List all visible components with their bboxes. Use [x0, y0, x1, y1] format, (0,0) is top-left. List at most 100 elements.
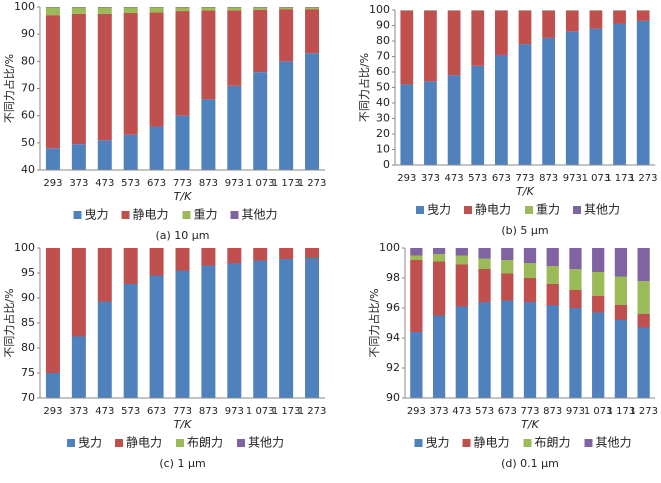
bar-segment: [471, 65, 485, 165]
bar-segment: [494, 10, 508, 55]
x-tick-label: 773: [173, 178, 192, 189]
bar-segment: [175, 115, 190, 170]
bar-segment: [447, 10, 461, 76]
legend-swatch: [462, 439, 471, 447]
bar-segment: [279, 259, 294, 398]
legend-label: 曳力: [85, 208, 109, 222]
bar-segment: [432, 254, 446, 262]
bar-segment: [455, 248, 468, 256]
bar-segment: [614, 276, 628, 305]
caption: (b) 5 μm: [501, 224, 548, 237]
bar-segment: [279, 248, 294, 259]
y-axis-label: 不同力占比/%: [367, 288, 381, 357]
x-tick-label: 473: [452, 406, 471, 417]
bar-segment: [501, 300, 514, 398]
bar-segment: [400, 84, 414, 165]
bar-segment: [175, 248, 190, 271]
legend-label: 其他力: [584, 203, 620, 217]
bar-segment: [123, 12, 138, 135]
bar-segment: [123, 7, 138, 8]
y-tick-label: 90: [386, 391, 400, 404]
x-axis-label: T/K: [174, 418, 192, 431]
bar-segment: [478, 248, 491, 259]
x-tick-label: 673: [498, 406, 517, 417]
legend-label: 曳力: [426, 436, 450, 450]
legend-swatch: [416, 206, 424, 214]
legend-label: 重力: [194, 208, 218, 222]
x-tick-label: 973: [225, 178, 244, 189]
bar-segment: [455, 255, 468, 265]
bar-segment: [45, 7, 60, 16]
bar-segment: [592, 248, 605, 272]
y-tick-label: 94: [386, 331, 400, 344]
x-tick-label: 293: [397, 173, 416, 184]
bar-segment: [201, 265, 216, 398]
y-tick-label: 50: [21, 136, 35, 149]
legend-label: 曳力: [427, 203, 451, 217]
x-tick-label: 1 073: [584, 406, 613, 417]
bar-segment: [97, 248, 112, 302]
x-axis-label: T/K: [174, 190, 192, 203]
bar-segment: [71, 144, 86, 170]
y-axis-label: 不同力占比/%: [2, 288, 16, 357]
bar-segment: [175, 11, 190, 116]
bar-segment: [201, 99, 216, 170]
y-tick-label: 100: [379, 241, 400, 254]
y-tick-label: 70: [21, 82, 35, 95]
bar-segment: [97, 7, 112, 14]
bar-segment: [424, 81, 437, 165]
x-tick-label: 573: [475, 406, 494, 417]
bar-segment: [432, 248, 446, 254]
legend-swatch: [73, 211, 82, 219]
bar-segment: [501, 273, 514, 301]
bar-segment: [546, 248, 559, 266]
bar-segment: [447, 75, 461, 165]
bar-segment: [253, 72, 268, 170]
bar-segment: [569, 290, 582, 308]
legend-label: 静电力: [126, 436, 162, 450]
x-tick-label: 1 073: [246, 178, 275, 189]
bar-segment: [175, 7, 190, 8]
bar-segment: [569, 308, 582, 398]
x-tick-label: 1 273: [629, 173, 658, 184]
legend-label: 其他力: [596, 436, 632, 450]
legend-label: 布朗力: [187, 436, 223, 450]
legend-swatch: [182, 211, 191, 219]
y-tick-label: 90: [21, 291, 35, 304]
bar-segment: [455, 306, 468, 398]
bar-segment: [410, 332, 423, 398]
bar-segment: [637, 327, 650, 398]
x-tick-label: 1 273: [298, 406, 327, 417]
bar-segment: [71, 7, 86, 8]
bar-segment: [253, 7, 268, 10]
bar-segment: [400, 10, 414, 85]
bar-segment: [227, 248, 242, 263]
legend-label: 重力: [536, 203, 560, 217]
x-tick-label: 673: [492, 173, 511, 184]
bar-segment: [589, 10, 603, 29]
bar-segment: [478, 269, 491, 302]
y-tick-label: 70: [376, 50, 390, 63]
bar-segment: [501, 248, 514, 260]
x-tick-label: 873: [543, 406, 562, 417]
x-tick-label: 873: [199, 406, 218, 417]
bar-segment: [253, 7, 268, 8]
bar-segment: [592, 272, 605, 296]
bar-segment: [523, 278, 537, 302]
x-tick-label: 773: [520, 406, 539, 417]
bar-segment: [614, 248, 628, 277]
legend-swatch: [414, 439, 423, 447]
x-tick-label: 473: [95, 406, 114, 417]
caption: (d) 0.1 μm: [501, 457, 559, 470]
x-tick-label: 873: [199, 178, 218, 189]
bar-segment: [45, 15, 60, 149]
caption: (c) 1 μm: [159, 457, 205, 470]
bar-segment: [523, 302, 537, 398]
bar-segment: [97, 301, 112, 398]
legend-swatch: [584, 439, 593, 447]
bar-segment: [410, 255, 423, 260]
x-tick-label: 373: [421, 173, 440, 184]
bar-segment: [613, 10, 626, 24]
legend-swatch: [67, 439, 75, 447]
bar-segment: [227, 10, 242, 86]
